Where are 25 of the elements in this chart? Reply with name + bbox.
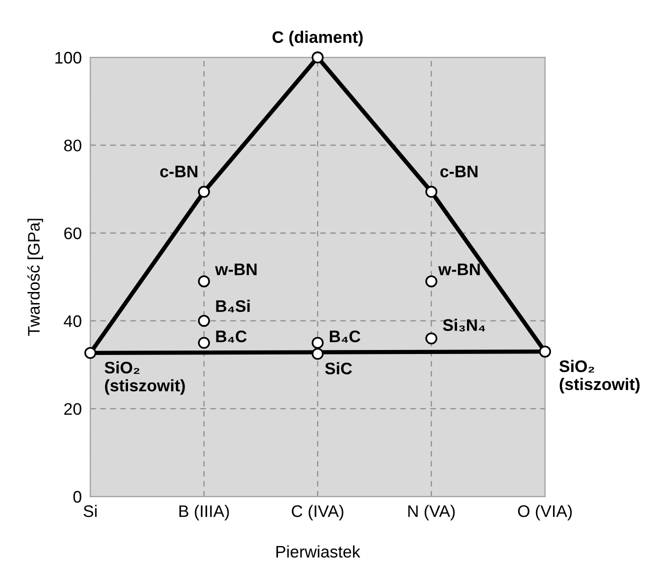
y-tick-label: 40 — [64, 315, 82, 328]
y-tick-label: 60 — [64, 227, 82, 240]
x-tick-label: Si — [84, 504, 97, 518]
y-tick-label: 20 — [64, 403, 82, 415]
x-axis-title: Pierwiastek — [276, 545, 360, 558]
x-tick-label: C (IVA) — [292, 504, 344, 520]
annotation: SiO₂ (stiszowit) — [559, 360, 640, 394]
y-axis-title: Twardość [GPa] — [27, 218, 44, 336]
annotation: w-BN — [438, 264, 480, 276]
annotation: SiO₂ (stiszowit) — [104, 361, 185, 395]
annotation: c-BN — [440, 166, 478, 178]
x-tick-label: O (VIA) — [518, 504, 572, 520]
annotation: B₄Si — [216, 300, 250, 312]
annotation: B₄C — [216, 330, 247, 343]
annotation: B₄C — [330, 330, 360, 343]
y-tick-label: 80 — [64, 140, 82, 152]
annotation: SiC — [325, 362, 352, 374]
annotation: w-BN — [215, 264, 257, 276]
annotation: Si₃N₄ — [442, 318, 486, 332]
y-tick-label: 100 — [55, 52, 82, 64]
x-tick-label: N (VA) — [408, 504, 455, 520]
annotation: c-BN — [160, 166, 198, 178]
y-tick-label: 0 — [73, 490, 82, 503]
annotation: C (diament) — [272, 30, 363, 46]
x-tick-label: B (IIIA) — [179, 504, 229, 520]
